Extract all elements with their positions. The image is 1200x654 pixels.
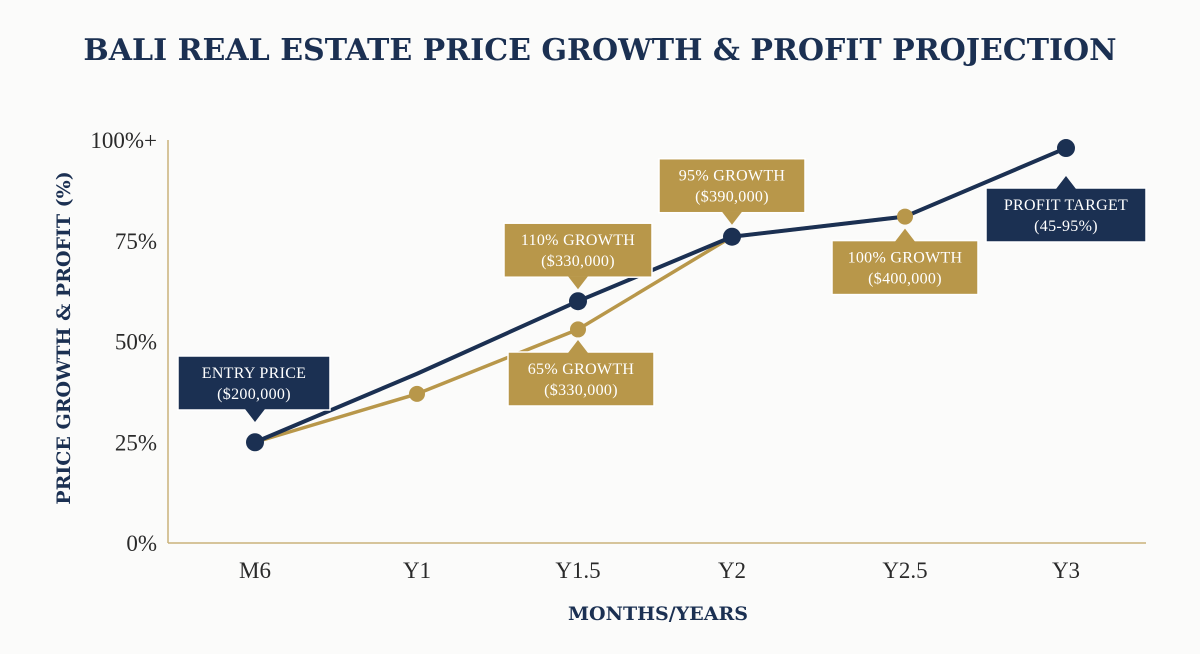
- series-point: [409, 385, 425, 402]
- tick-labels: 0% 25% 50% 75% 100%+ M6 Y1 Y1.5 Y2 Y2.5 Y3: [90, 128, 1080, 583]
- callout-text: 95% GROWTH: [679, 168, 786, 185]
- callout-text: ($330,000): [541, 253, 615, 270]
- callout-text: ($400,000): [868, 271, 942, 288]
- series-point: [570, 321, 586, 338]
- chart-title: BALI REAL ESTATE PRICE GROWTH & PROFIT P…: [83, 33, 1116, 68]
- callout-box: [985, 187, 1147, 243]
- annotation-callout: ENTRY PRICE ($200,000): [177, 355, 331, 422]
- annotation-callout: PROFIT TARGET (45-95%): [985, 176, 1147, 243]
- callout-text: ($330,000): [544, 382, 618, 399]
- callout-text: 110% GROWTH: [521, 232, 635, 249]
- annotations-layer: ENTRY PRICE ($200,000) 110% GROWTH ($330,00…: [177, 157, 1147, 422]
- x-tick-label: Y1.5: [555, 558, 600, 583]
- callout-box: [503, 222, 653, 278]
- callout-text: 100% GROWTH: [848, 250, 963, 267]
- series-point: [723, 227, 741, 246]
- callout-box: [507, 351, 655, 407]
- x-tick-label: Y2: [718, 558, 746, 583]
- x-tick-label: Y2.5: [882, 558, 927, 583]
- callout-text: ($390,000): [695, 189, 769, 206]
- callout-text: (45-95%): [1034, 218, 1098, 235]
- series-point: [569, 292, 587, 311]
- callout-box: [831, 239, 979, 296]
- callout-box: [658, 157, 806, 214]
- x-tick-label: M6: [239, 558, 271, 583]
- y-axis-title: PRICE GROWTH & PROFIT (%): [53, 171, 75, 504]
- y-tick-label: 25%: [115, 430, 157, 455]
- annotation-callout: 110% GROWTH ($330,000): [503, 222, 653, 290]
- x-tick-label: Y1: [403, 558, 431, 583]
- callout-text: ENTRY PRICE: [202, 365, 307, 382]
- series-point: [1057, 139, 1075, 158]
- annotation-callout: 65% GROWTH ($330,000): [507, 340, 655, 407]
- annotation-callout: 100% GROWTH ($400,000): [831, 228, 979, 296]
- callout-tail: [568, 276, 588, 290]
- callout-text: 65% GROWTH: [528, 361, 635, 378]
- callout-text: PROFIT TARGET: [1004, 197, 1128, 214]
- series-point: [897, 208, 913, 225]
- series-line: [253, 146, 1068, 445]
- y-tick-label: 100%+: [90, 128, 157, 153]
- x-axis-title: MONTHS/YEARS: [568, 603, 748, 625]
- y-tick-label: 75%: [115, 229, 157, 254]
- callout-tail: [1056, 176, 1076, 189]
- callout-tail: [568, 340, 588, 353]
- x-tick-label: Y3: [1052, 558, 1080, 583]
- y-tick-label: 50%: [115, 330, 157, 355]
- series-layer: [246, 139, 1075, 452]
- y-tick-label: 0%: [126, 531, 157, 556]
- annotation-callout: 95% GROWTH ($390,000): [658, 157, 806, 225]
- callout-tail: [722, 211, 742, 225]
- callout-text: ($200,000): [217, 386, 291, 403]
- callout-tail: [245, 409, 265, 422]
- series-point: [246, 433, 264, 452]
- callout-tail: [895, 228, 915, 242]
- axes: [167, 140, 1146, 544]
